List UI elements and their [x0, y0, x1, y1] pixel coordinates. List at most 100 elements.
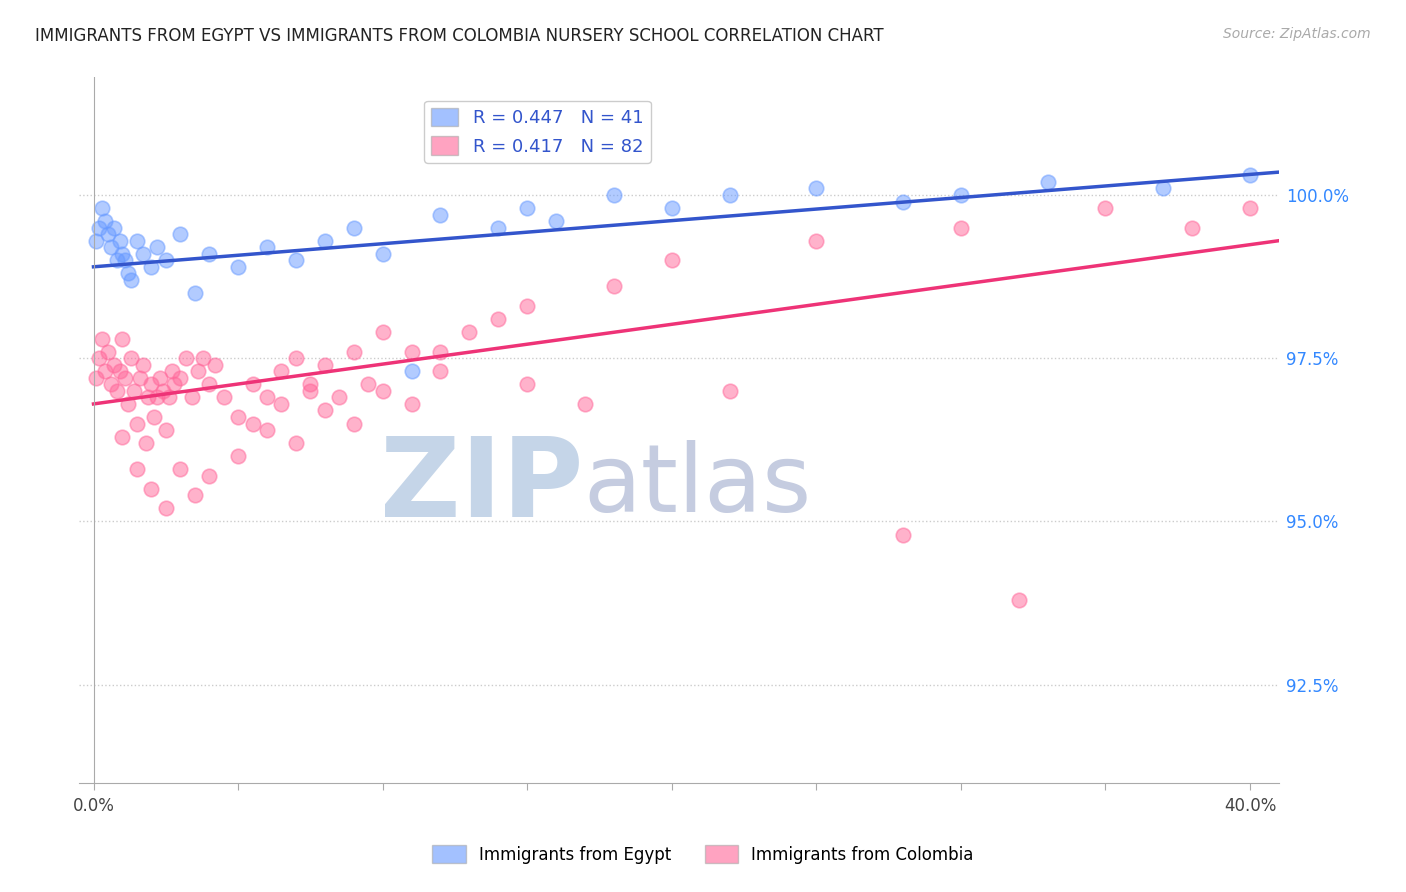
Point	[117, 266, 139, 280]
Point	[125, 234, 148, 248]
Point	[100, 240, 122, 254]
Point	[105, 253, 128, 268]
Point	[146, 240, 169, 254]
Point	[256, 391, 278, 405]
Point	[603, 279, 626, 293]
Point	[328, 391, 350, 405]
Point	[299, 377, 322, 392]
Point	[429, 208, 451, 222]
Point	[97, 227, 120, 242]
Point	[949, 188, 972, 202]
Point	[100, 377, 122, 392]
Point	[516, 299, 538, 313]
Text: atlas: atlas	[583, 441, 811, 533]
Point	[270, 397, 292, 411]
Point	[371, 325, 394, 339]
Point	[117, 397, 139, 411]
Point	[135, 436, 157, 450]
Legend: R = 0.447   N = 41, R = 0.417   N = 82: R = 0.447 N = 41, R = 0.417 N = 82	[425, 101, 651, 162]
Point	[242, 417, 264, 431]
Point	[111, 429, 134, 443]
Point	[718, 188, 741, 202]
Point	[114, 371, 136, 385]
Point	[1036, 175, 1059, 189]
Point	[128, 371, 150, 385]
Point	[343, 417, 366, 431]
Point	[212, 391, 235, 405]
Point	[141, 260, 163, 274]
Point	[226, 449, 249, 463]
Point	[122, 384, 145, 398]
Point	[574, 397, 596, 411]
Point	[146, 391, 169, 405]
Point	[198, 468, 221, 483]
Point	[284, 253, 307, 268]
Point	[226, 260, 249, 274]
Point	[94, 214, 117, 228]
Point	[152, 384, 174, 398]
Point	[516, 201, 538, 215]
Point	[125, 417, 148, 431]
Point	[891, 194, 914, 209]
Point	[458, 325, 481, 339]
Point	[429, 364, 451, 378]
Point	[157, 391, 180, 405]
Point	[183, 488, 205, 502]
Point	[169, 371, 191, 385]
Point	[141, 377, 163, 392]
Point	[1239, 201, 1261, 215]
Point	[357, 377, 380, 392]
Point	[256, 240, 278, 254]
Point	[91, 332, 114, 346]
Point	[169, 462, 191, 476]
Point	[1094, 201, 1116, 215]
Text: IMMIGRANTS FROM EGYPT VS IMMIGRANTS FROM COLOMBIA NURSERY SCHOOL CORRELATION CHA: IMMIGRANTS FROM EGYPT VS IMMIGRANTS FROM…	[35, 27, 884, 45]
Point	[284, 436, 307, 450]
Point	[204, 358, 226, 372]
Text: ZIP: ZIP	[380, 433, 583, 540]
Point	[111, 246, 134, 260]
Point	[401, 344, 423, 359]
Point	[193, 351, 215, 366]
Point	[718, 384, 741, 398]
Legend: Immigrants from Egypt, Immigrants from Colombia: Immigrants from Egypt, Immigrants from C…	[426, 838, 980, 871]
Point	[242, 377, 264, 392]
Point	[103, 358, 125, 372]
Point	[1239, 169, 1261, 183]
Point	[141, 482, 163, 496]
Point	[371, 246, 394, 260]
Point	[187, 364, 209, 378]
Point	[86, 234, 108, 248]
Point	[138, 391, 160, 405]
Point	[314, 358, 336, 372]
Point	[198, 246, 221, 260]
Point	[429, 344, 451, 359]
Point	[160, 364, 183, 378]
Point	[343, 344, 366, 359]
Point	[314, 234, 336, 248]
Point	[155, 423, 177, 437]
Point	[149, 371, 172, 385]
Point	[89, 351, 111, 366]
Point	[108, 234, 131, 248]
Point	[125, 462, 148, 476]
Point	[103, 220, 125, 235]
Point	[174, 351, 197, 366]
Point	[256, 423, 278, 437]
Point	[198, 377, 221, 392]
Point	[105, 384, 128, 398]
Point	[603, 188, 626, 202]
Point	[226, 409, 249, 424]
Point	[111, 332, 134, 346]
Point	[143, 409, 166, 424]
Point	[86, 371, 108, 385]
Point	[180, 391, 202, 405]
Point	[155, 501, 177, 516]
Point	[1181, 220, 1204, 235]
Point	[270, 364, 292, 378]
Point	[183, 285, 205, 300]
Point	[401, 364, 423, 378]
Text: Source: ZipAtlas.com: Source: ZipAtlas.com	[1223, 27, 1371, 41]
Point	[169, 227, 191, 242]
Point	[120, 273, 142, 287]
